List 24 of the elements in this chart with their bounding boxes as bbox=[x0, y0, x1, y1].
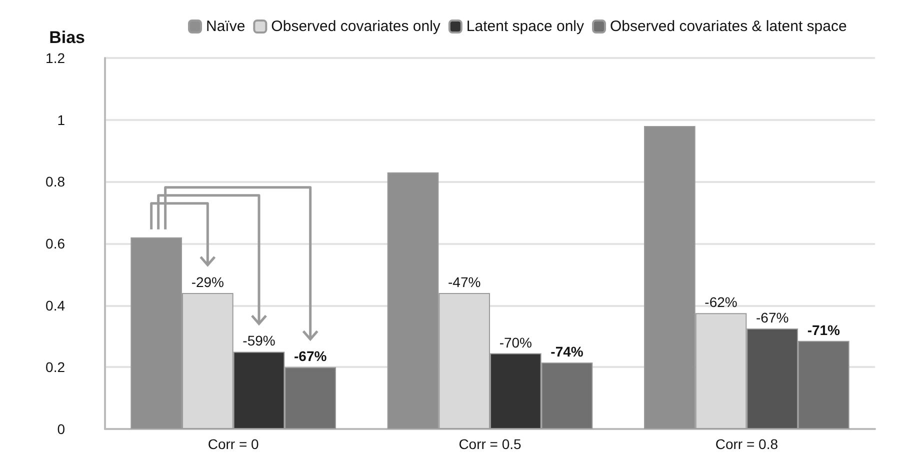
legend-label: Naïve bbox=[206, 18, 246, 35]
x-tick-label: Corr = 0.5 bbox=[458, 436, 522, 452]
y-tick-label: 0 bbox=[57, 421, 66, 437]
y-tick-label: 0.8 bbox=[46, 174, 66, 190]
annotation: -71% bbox=[807, 322, 841, 338]
annotation: -70% bbox=[499, 334, 532, 350]
y-tick-label: 0.4 bbox=[46, 297, 66, 314]
y-axis-title: Bias bbox=[49, 28, 85, 47]
x-tick-label: Corr = 0.8 bbox=[715, 436, 778, 452]
y-tick-label: 1.2 bbox=[46, 50, 66, 66]
annotation: -67% bbox=[756, 310, 789, 326]
y-tick-label: 1 bbox=[57, 112, 66, 128]
y-tick-label: 0.6 bbox=[46, 236, 66, 252]
y-tick-label: 0.2 bbox=[46, 359, 66, 376]
annotation: -47% bbox=[448, 274, 481, 290]
annotation: -29% bbox=[191, 274, 224, 290]
annotation: -62% bbox=[704, 294, 738, 310]
legend-label: Observed covariates & latent space bbox=[610, 18, 847, 35]
x-tick-label: Corr = 0 bbox=[208, 436, 260, 452]
annotation: -74% bbox=[550, 344, 584, 360]
legend-label: Latent space only bbox=[466, 18, 585, 35]
legend-label: Observed covariates only bbox=[271, 18, 441, 35]
annotation: -59% bbox=[242, 332, 276, 349]
annotation: -67% bbox=[294, 348, 328, 364]
